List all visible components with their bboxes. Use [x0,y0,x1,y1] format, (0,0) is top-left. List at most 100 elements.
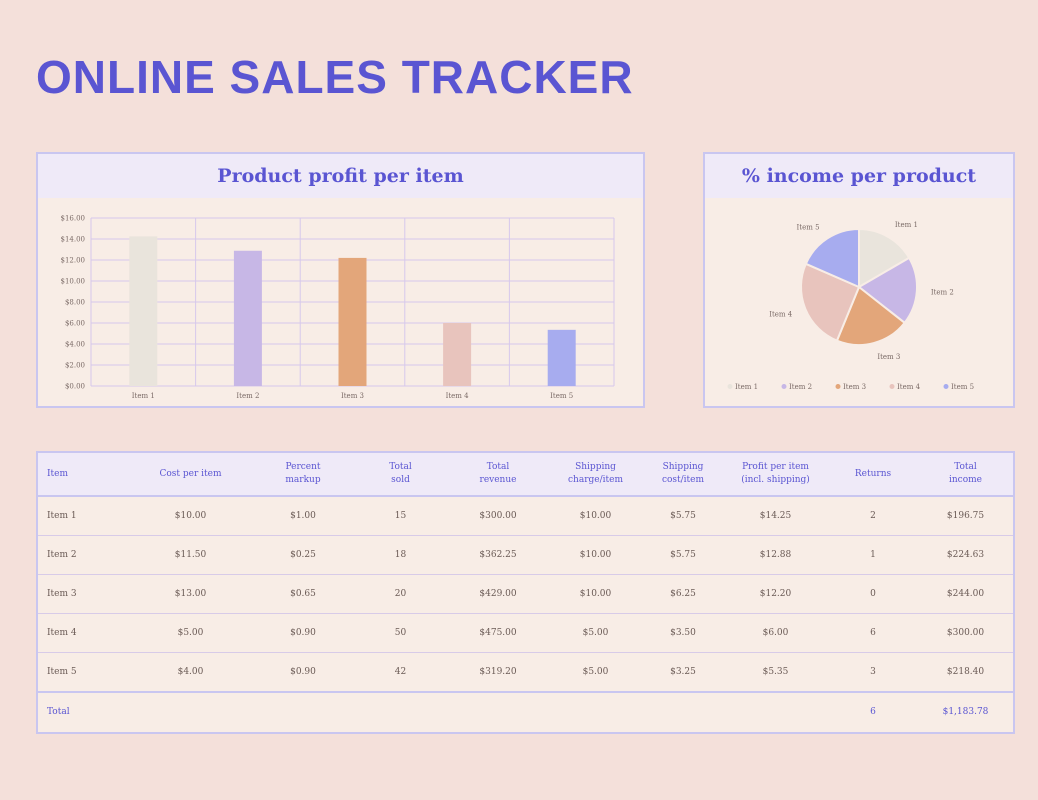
table-cell[interactable] [448,691,548,731]
table-cell[interactable]: $0.90 [253,613,353,653]
column-header: Profit per item (incl. shipping) [723,453,828,497]
table-cell[interactable]: Item 1 [38,496,128,536]
table-cell[interactable]: $14.25 [723,496,828,536]
table-cell[interactable]: 50 [353,613,448,653]
table-cell[interactable]: 18 [353,535,448,575]
table-cell[interactable]: 0 [828,574,918,614]
table-cell[interactable]: $300.00 [448,496,548,536]
table-row: Item 5 $4.00 $0.90 42 $319.20 $5.00 $3.25 $5.35… [38,652,1013,693]
table-cell[interactable]: 6 [828,613,918,653]
table-cell[interactable]: $10.00 [548,496,643,536]
table-cell[interactable]: $319.20 [448,652,548,693]
bar-4[interactable] [443,323,472,386]
table-cell[interactable]: $6.00 [723,613,828,653]
table-cell[interactable]: Item 3 [38,574,128,614]
bar-2[interactable] [233,250,262,386]
table-cell[interactable]: $13.00 [128,574,253,614]
table-cell[interactable]: $5.00 [548,613,643,653]
table-cell[interactable]: $3.25 [643,652,723,693]
table-cell[interactable]: 1 [828,535,918,575]
total-returns[interactable]: 6 [828,691,918,731]
column-header: Percent markup [253,453,353,497]
legend-marker [727,384,733,389]
table-cell[interactable]: $11.50 [128,535,253,575]
table-cell[interactable]: $3.50 [643,613,723,653]
table-cell[interactable]: $196.75 [918,496,1013,536]
bar-1[interactable] [129,236,158,386]
legend-label: Item 2 [789,383,812,391]
y-tick-label: $6.00 [65,320,85,328]
bar-5[interactable] [547,329,576,386]
table-cell[interactable] [723,691,828,731]
pie-slice-1[interactable] [858,227,911,289]
page-title: ONLINE SALES TRACKER [36,51,634,103]
table-cell[interactable]: $4.00 [128,652,253,693]
total-label[interactable]: Total [38,691,128,731]
table-cell[interactable] [128,691,253,731]
table-cell[interactable]: $0.25 [253,535,353,575]
table-cell[interactable]: Item 5 [38,652,128,693]
table-cell[interactable]: $10.00 [128,496,253,536]
table-cell[interactable]: Item 2 [38,535,128,575]
table-cell[interactable] [643,691,723,731]
y-tick-label: $4.00 [65,341,85,349]
bar-chart-title: Product profit per item [38,154,643,198]
table-cell[interactable] [253,691,353,731]
table-cell[interactable]: $5.00 [128,613,253,653]
table-cell[interactable]: 15 [353,496,448,536]
table-cell[interactable]: 3 [828,652,918,693]
pie-slice-label: Item 3 [877,353,900,361]
column-header: Returns [828,453,918,497]
table-cell[interactable]: $0.65 [253,574,353,614]
table-cell[interactable]: $5.75 [643,535,723,575]
table-cell[interactable]: 2 [828,496,918,536]
x-tick-label: Item 1 [132,392,155,400]
table-cell[interactable]: $224.63 [918,535,1013,575]
pie-slice-label: Item 4 [769,311,793,319]
table-cell[interactable]: $475.00 [448,613,548,653]
table-cell[interactable]: $12.88 [723,535,828,575]
table-cell[interactable]: $12.20 [723,574,828,614]
sales-table-card: Item Cost per item Percent markup Total sold T… [36,451,1015,734]
table-row: Item 3 $13.00 $0.65 20 $429.00 $10.00 $6.25 $12… [38,574,1013,614]
pie-slice-2[interactable] [857,256,918,325]
pie-slice-4[interactable] [800,262,861,342]
table-cell[interactable] [548,691,643,731]
total-income[interactable]: $1,183.78 [918,691,1013,731]
x-tick-label: Item 5 [550,392,573,400]
table-cell[interactable]: $362.25 [448,535,548,575]
bar-3[interactable] [338,257,367,386]
table-cell[interactable]: $300.00 [918,613,1013,653]
table-cell[interactable]: Item 4 [38,613,128,653]
pie-slice-label: Item 2 [931,289,954,297]
table-cell[interactable]: $0.90 [253,652,353,693]
table-cell[interactable]: 20 [353,574,448,614]
bar-chart-card[interactable]: Product profit per item $0.00 $2.00 $4.00 $… [36,152,645,408]
table-cell[interactable]: $218.40 [918,652,1013,693]
pie-chart: Item 1 Item 2 Item 3 Item 4 Item 5 Item 1 Item… [727,221,974,391]
legend-marker [889,384,895,389]
table-cell[interactable]: $10.00 [548,535,643,575]
table-cell[interactable]: $5.00 [548,652,643,693]
total-row: Total 6 $1,183.78 [38,691,1013,731]
table-cell[interactable]: $1.00 [253,496,353,536]
pie-slice-5[interactable] [804,227,860,289]
table-cell[interactable] [353,691,448,731]
y-tick-label: $0.00 [65,383,85,391]
x-tick-label: Item 2 [236,392,259,400]
table-cell[interactable]: $244.00 [918,574,1013,614]
table-cell[interactable]: $429.00 [448,574,548,614]
pie-slice-label: Item 5 [797,223,820,231]
table-cell[interactable]: $5.35 [723,652,828,693]
x-tick-label: Item 3 [341,392,364,400]
table-cell[interactable]: $5.75 [643,496,723,536]
y-tick-label: $16.00 [61,215,86,223]
table-row: Item 2 $11.50 $0.25 18 $362.25 $10.00 $5.75 $12… [38,535,1013,575]
table-cell[interactable]: $6.25 [643,574,723,614]
x-tick-label: Item 4 [446,392,470,400]
column-header: Item [38,453,128,497]
table-cell[interactable]: 42 [353,652,448,693]
legend-label: Item 5 [951,383,974,391]
table-cell[interactable]: $10.00 [548,574,643,614]
